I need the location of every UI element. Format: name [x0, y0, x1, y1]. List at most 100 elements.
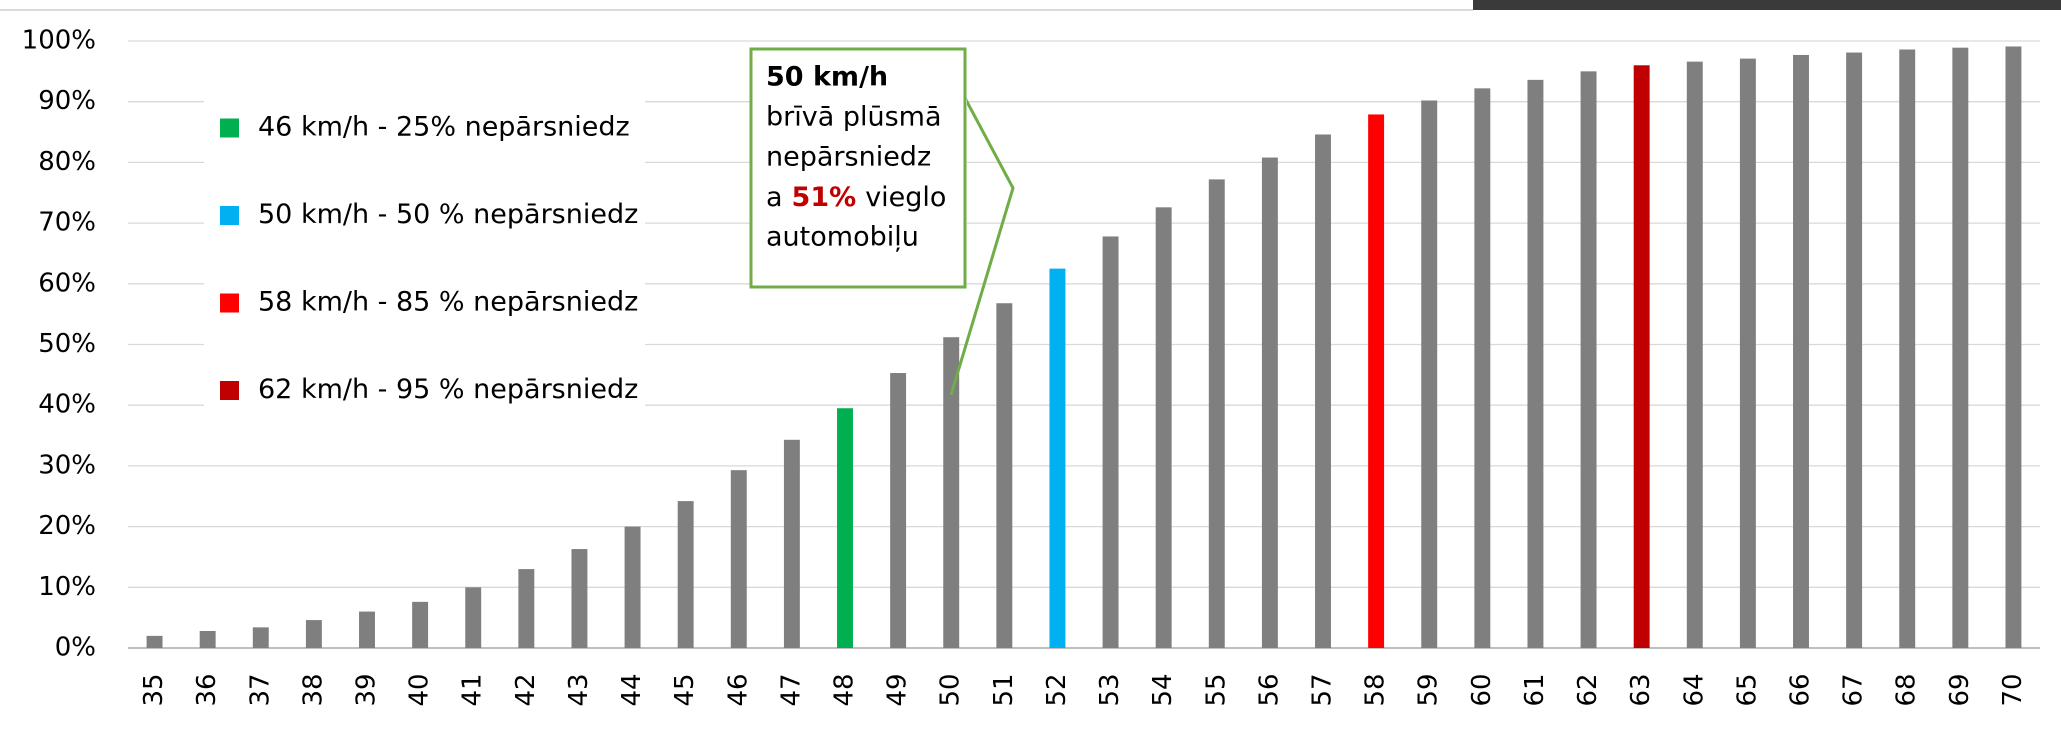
bar: [890, 373, 907, 648]
x-tick-label: 45: [670, 673, 700, 706]
x-tick-label: 44: [617, 673, 647, 706]
x-tick-label: 49: [883, 673, 913, 706]
x-tick-label: 60: [1467, 673, 1497, 706]
x-tick-label: 35: [139, 673, 169, 706]
photo-fragment: [1473, 0, 2061, 10]
annotation-pointer: [949, 97, 1015, 396]
x-tick-label: 68: [1892, 673, 1922, 706]
bar: [1315, 134, 1331, 648]
bar: [624, 526, 641, 648]
annotation-part: 51%: [792, 182, 857, 213]
x-tick-label: 63: [1626, 673, 1656, 706]
bar: [359, 611, 375, 648]
x-tick-label: 38: [298, 673, 328, 706]
x-tick-label: 67: [1839, 673, 1869, 706]
y-tick-label: 60%: [38, 268, 96, 298]
bar: [465, 587, 482, 648]
x-tick-label: 70: [1998, 673, 2028, 706]
bar: [1633, 65, 1650, 648]
bar: [305, 620, 322, 648]
legend-swatch: [220, 118, 239, 138]
y-tick-label: 0%: [55, 633, 96, 663]
annotation-part: a: [766, 182, 783, 213]
bar: [1155, 207, 1172, 648]
bar: [412, 601, 429, 648]
bar: [1739, 58, 1756, 648]
bar: [2005, 46, 2022, 648]
y-tick-label: 70%: [38, 208, 96, 238]
bar: [837, 408, 853, 648]
x-tick-label: 37: [245, 673, 275, 706]
annotation-line: nepārsniedz: [766, 142, 931, 173]
x-tick-label: 66: [1786, 673, 1816, 706]
x-tick-label: 40: [405, 673, 435, 706]
x-tick-label: 54: [1148, 673, 1178, 706]
legend-background: [204, 92, 645, 421]
bar: [1049, 268, 1066, 648]
x-tick-label: 65: [1732, 673, 1762, 706]
legend-label: 58 km/h - 85 % nepārsniedz: [258, 287, 638, 318]
y-tick-label: 80%: [38, 147, 96, 177]
bar: [1527, 79, 1544, 648]
y-tick-label: 50%: [38, 329, 96, 359]
x-tick-label: 36: [192, 673, 222, 706]
bar: [252, 627, 269, 648]
bar: [996, 303, 1013, 648]
x-tick-label: 53: [1095, 673, 1125, 706]
annotation-heading: 50 km/h: [766, 62, 888, 93]
bar: [677, 501, 694, 648]
bar: [943, 337, 960, 648]
bar: [1686, 61, 1703, 648]
bar: [1580, 71, 1597, 649]
x-tick-label: 51: [989, 673, 1019, 706]
x-tick-label: 48: [830, 673, 860, 706]
y-tick-label: 30%: [38, 450, 96, 480]
x-tick-label: 41: [458, 673, 488, 706]
x-tick-label: 62: [1573, 673, 1603, 706]
bar: [1368, 114, 1385, 648]
legend-label: 46 km/h - 25% nepārsniedz: [258, 112, 630, 143]
bar: [730, 470, 747, 648]
y-tick-label: 10%: [38, 572, 96, 602]
x-tick-label: 50: [936, 673, 966, 706]
x-tick-label: 47: [776, 673, 806, 706]
bar: [1899, 49, 1916, 649]
y-tick-label: 40%: [38, 390, 96, 420]
legend-swatch: [220, 381, 239, 400]
bar: [1421, 100, 1438, 648]
bar: [518, 569, 535, 648]
legend-swatch: [220, 293, 239, 313]
bar: [1261, 157, 1278, 648]
legend-label: 62 km/h - 95 % nepārsniedz: [258, 374, 638, 405]
bar: [1846, 52, 1863, 648]
x-tick-label: 42: [511, 673, 541, 706]
bar: [783, 439, 800, 648]
y-tick-label: 100%: [22, 26, 96, 56]
bar: [146, 635, 163, 648]
bar: [1952, 47, 1969, 648]
annotation-line: brīvā plūsmā: [766, 102, 942, 133]
bar: [571, 549, 588, 648]
annotation-part: vieglo: [865, 182, 946, 213]
x-tick-label: 39: [352, 673, 382, 706]
annotation-box: [749, 47, 967, 289]
legend-label: 50 km/h - 50 % nepārsniedz: [258, 199, 638, 230]
legend-swatch: [220, 206, 239, 225]
x-tick-label: 64: [1679, 673, 1709, 706]
annotation-line: automobiļu: [766, 222, 919, 253]
bar: [1474, 88, 1491, 648]
x-tick-label: 57: [1308, 673, 1338, 706]
x-tick-label: 55: [1201, 673, 1231, 706]
x-tick-label: 43: [564, 673, 594, 706]
x-tick-label: 52: [1042, 673, 1072, 706]
x-tick-label: 56: [1254, 673, 1284, 706]
bar: [1208, 179, 1225, 648]
x-tick-label: 59: [1414, 673, 1444, 706]
y-tick-label: 20%: [38, 511, 96, 541]
bar: [1793, 54, 1809, 648]
y-tick-label: 90%: [38, 86, 96, 116]
x-tick-label: 69: [1945, 673, 1975, 706]
annotation-line: a 51% vieglo: [766, 182, 946, 213]
bar: [1102, 236, 1119, 649]
